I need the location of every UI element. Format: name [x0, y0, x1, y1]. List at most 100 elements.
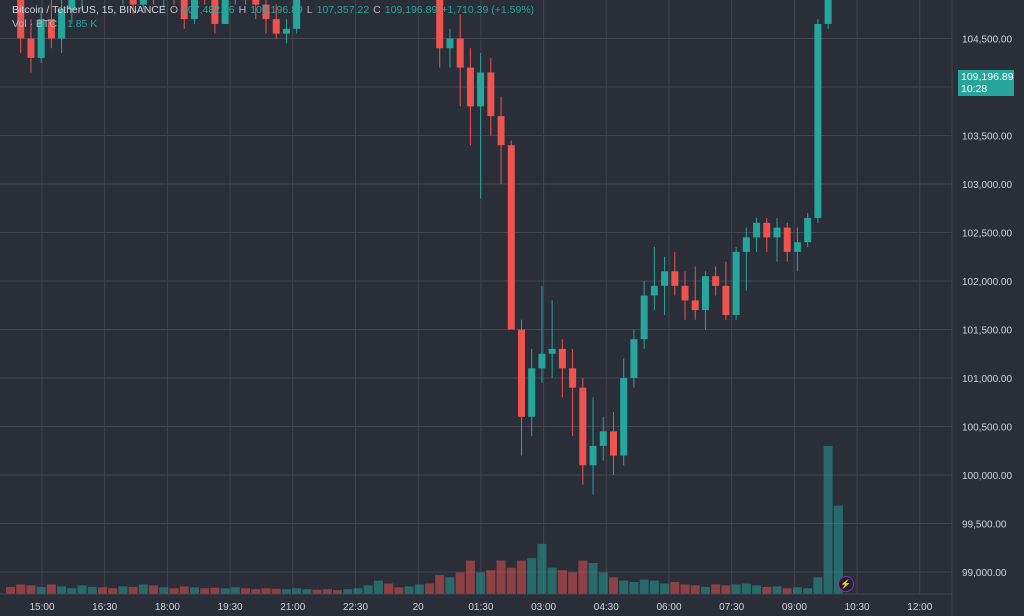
candle-body: [793, 242, 801, 252]
volume-bar: [578, 560, 588, 594]
candle-body: [252, 0, 260, 5]
candle-body: [650, 285, 658, 296]
volume-bar: [527, 558, 537, 594]
volume-bar: [87, 586, 97, 594]
volume-bar: [629, 582, 639, 594]
volume-bar: [404, 586, 414, 594]
volume-bar: [619, 580, 629, 594]
symbol-title[interactable]: Bitcoin / TetherUS, 15, BINANCE: [12, 4, 166, 16]
volume-bar: [394, 587, 404, 594]
candle-body: [47, 19, 55, 39]
candle-body: [589, 445, 597, 466]
time-tick-label: 22:30: [343, 602, 368, 613]
candle-body: [282, 28, 290, 34]
price-tick-label: 102,000.00: [962, 277, 1012, 288]
time-tick-label: 07:30: [719, 602, 744, 613]
price-tick-label: 102,500.00: [962, 229, 1012, 240]
volume-bar: [26, 585, 36, 594]
volume-bar: [670, 582, 680, 594]
last-price-tag: 109,196.89 10:28: [958, 70, 1014, 96]
candle-body: [211, 0, 219, 24]
candle-body: [712, 276, 720, 286]
candle-body: [558, 348, 566, 369]
volume-bar: [588, 562, 598, 594]
candle-body: [753, 222, 761, 238]
candle-body: [37, 19, 45, 58]
candle-body: [518, 329, 525, 417]
volume-bar: [261, 588, 271, 594]
time-tick-label: 18:00: [155, 602, 180, 613]
volume-bar: [752, 585, 762, 594]
change-value: +1,710.39 (+1.59%): [441, 4, 535, 16]
candle-body: [477, 72, 485, 107]
volume-bar: [189, 587, 199, 594]
candle-body: [783, 227, 791, 252]
volume-bar: [343, 589, 353, 594]
volume-bar: [363, 585, 373, 594]
volume-label[interactable]: Vol · BTC: [12, 18, 57, 30]
volume-bar: [241, 588, 251, 594]
volume-bar: [762, 586, 772, 594]
candle-body: [640, 295, 648, 340]
volume-bar: [649, 580, 659, 594]
volume-bar: [833, 505, 843, 594]
candle-body: [68, 0, 76, 10]
candle-body: [27, 38, 35, 58]
volume-bar: [813, 577, 823, 594]
volume-bar: [772, 586, 782, 594]
volume-bar: [680, 584, 690, 594]
volume-bar: [373, 580, 383, 594]
volume-bar: [711, 584, 721, 594]
volume-bar: [721, 585, 731, 594]
candle-body: [804, 217, 812, 243]
candle-body: [190, 0, 198, 20]
volume-bar: [496, 560, 506, 594]
volume-bar: [169, 588, 179, 594]
price-tick-label: 100,500.00: [962, 423, 1012, 434]
volume-bar: [322, 589, 332, 594]
candle-body: [824, 0, 832, 24]
price-tick-label: 101,500.00: [962, 326, 1012, 337]
volume-bar: [57, 586, 67, 594]
lightning-icon[interactable]: ⚡: [838, 576, 854, 592]
price-tick-label: 99,000.00: [962, 568, 1007, 579]
candle-body: [701, 276, 709, 311]
candle-body: [630, 339, 638, 378]
candle-body: [661, 271, 669, 286]
volume-bar: [292, 588, 302, 594]
volume-bar: [506, 567, 516, 594]
volume-bar: [782, 588, 792, 594]
volume-bar: [77, 585, 87, 594]
volume-bar: [455, 572, 465, 594]
candle-body: [221, 0, 229, 24]
candle-body: [691, 300, 699, 311]
time-tick-label: 04:30: [594, 602, 619, 613]
candle-body: [180, 0, 188, 20]
candle-body: [732, 251, 740, 315]
time-tick-label: 12:00: [907, 602, 932, 613]
volume-bar: [118, 586, 128, 594]
candle-body: [609, 431, 617, 456]
volume-bar: [179, 586, 189, 594]
low-value: 107,357.22: [316, 4, 370, 16]
price-tick-label: 103,500.00: [962, 132, 1012, 143]
volume-bar: [639, 579, 649, 594]
open-label: O: [169, 4, 179, 16]
volume-bar: [302, 589, 312, 594]
candle-body: [671, 271, 679, 286]
time-tick-label: 20: [413, 602, 425, 613]
volume-bar: [803, 588, 813, 594]
candle-body: [139, 0, 147, 5]
volume-bar: [159, 587, 169, 594]
candle-body: [466, 67, 474, 107]
price-tick-label: 101,000.00: [962, 374, 1012, 385]
candle-body: [456, 38, 464, 68]
price-tick-label: 104,500.00: [962, 35, 1012, 46]
candle-body: [446, 38, 454, 49]
last-price-value: 109,196.89: [961, 71, 1014, 83]
volume-bar: [230, 587, 240, 594]
volume-legend: Vol · BTC 1.85 K: [12, 18, 97, 30]
time-tick-label: 06:00: [656, 602, 681, 613]
low-label: L: [306, 4, 313, 16]
